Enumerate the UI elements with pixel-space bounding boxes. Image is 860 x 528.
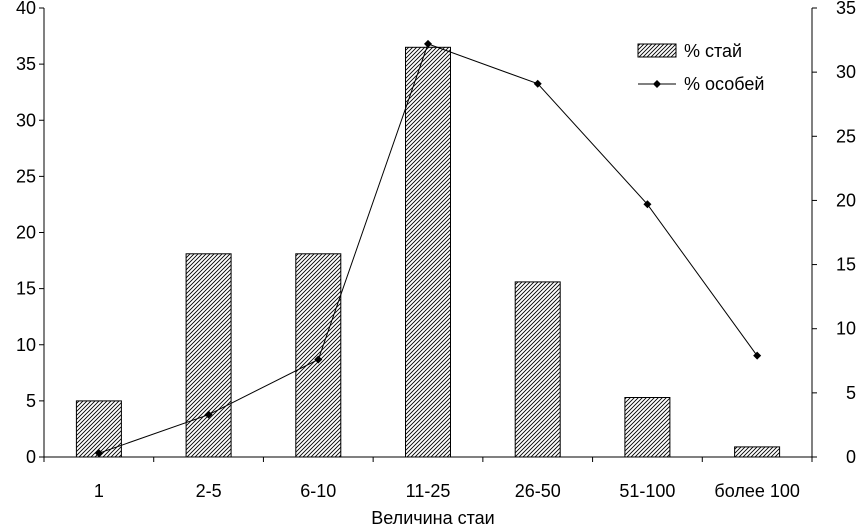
y-tick-label-right: 30 — [836, 62, 856, 82]
x-tick-label: более 100 — [714, 481, 799, 501]
bar-51-100 — [624, 397, 671, 458]
x-axis-title: Величина стаи — [371, 508, 494, 528]
legend-bar-swatch — [637, 43, 677, 58]
y-tick-label-left: 30 — [16, 110, 36, 130]
line-series — [94, 39, 762, 458]
bar-6-10 — [295, 253, 342, 458]
y-tick-label-right: 25 — [836, 126, 856, 146]
line-point-26-50 — [533, 79, 542, 88]
y-tick-label-left: 25 — [16, 166, 36, 186]
bar-11-25 — [405, 46, 451, 458]
legend-line-label: % особей — [684, 74, 764, 94]
line-point-51-100 — [643, 200, 652, 209]
legend-line-marker — [653, 80, 661, 88]
y-tick-label-left: 40 — [16, 0, 36, 18]
bar-2-5 — [185, 253, 232, 458]
line-point-1 — [94, 449, 103, 458]
legend: % стай % особей — [637, 41, 764, 94]
y-tick-label-right: 0 — [846, 447, 856, 467]
y-tick-label-right: 5 — [846, 383, 856, 403]
line-point-2-5 — [204, 410, 213, 419]
axes — [39, 7, 817, 462]
y-tick-label-left: 5 — [26, 391, 36, 411]
y-tick-label-left: 20 — [16, 223, 36, 243]
y-tick-label-right: 15 — [836, 255, 856, 275]
y-tick-label-right: 10 — [836, 319, 856, 339]
bar-1 — [75, 400, 122, 458]
line-point-6-10 — [314, 355, 323, 364]
legend-bar-label: % стай — [684, 41, 742, 61]
y-tick-label-right: 20 — [836, 190, 856, 210]
bar-более 100 — [734, 446, 781, 458]
x-tick-label: 51-100 — [619, 481, 675, 501]
bar-26-50 — [514, 281, 561, 458]
x-tick-label: 26-50 — [515, 481, 561, 501]
x-tick-label: 6-10 — [300, 481, 336, 501]
y-tick-label-left: 10 — [16, 335, 36, 355]
x-tick-label: 11-25 — [406, 481, 451, 501]
line-point-11-25 — [424, 39, 432, 48]
line-point-более 100 — [753, 351, 762, 360]
tick-labels: 0 5 10 15 20 25 30 35 40 0 5 10 15 20 25 30 35 1 2-5 6-10 11… — [16, 0, 856, 501]
y-tick-label-right: 35 — [836, 0, 856, 18]
y-tick-label-left: 0 — [26, 447, 36, 467]
x-tick-label: 2-5 — [196, 481, 222, 501]
y-tick-label-left: 15 — [16, 279, 36, 299]
bar-series — [75, 46, 781, 458]
y-tick-label-left: 35 — [16, 54, 36, 74]
x-tick-label: 1 — [94, 481, 104, 501]
